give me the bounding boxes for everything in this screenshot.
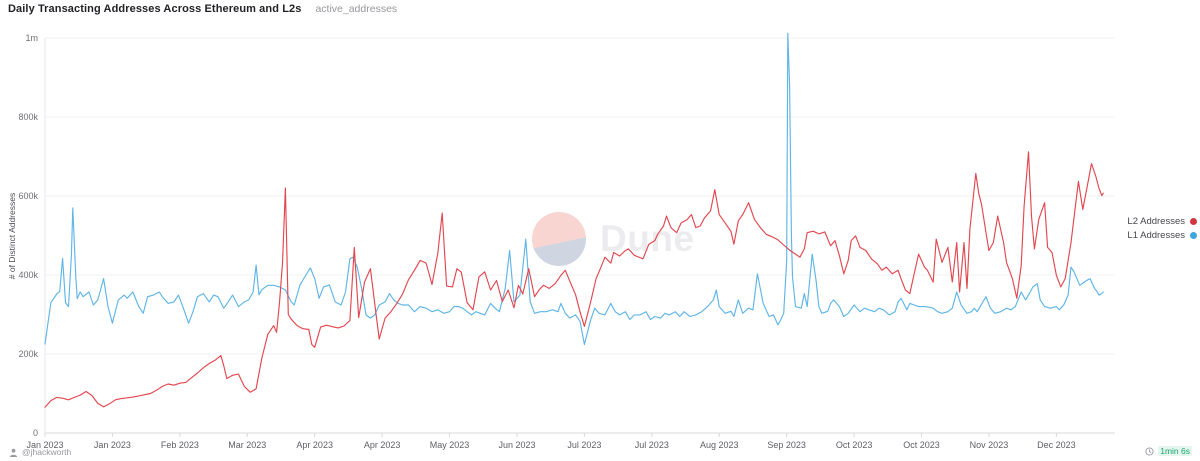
x-tick-label: Apr 2023 (296, 440, 333, 450)
series-line-l2-addresses (44, 151, 1104, 408)
y-tick-label: 200k (18, 349, 38, 359)
x-tick-label: Jan 2023 (94, 440, 131, 450)
x-tick-label: Jul 2023 (567, 440, 601, 450)
clock-icon (1145, 446, 1154, 456)
y-axis-title: # of Distinct Addresses (7, 193, 17, 279)
x-tick-label: Sep 2023 (767, 440, 806, 450)
x-tick-label: Jul 2023 (635, 440, 669, 450)
x-tick-label: Mar 2023 (228, 440, 266, 450)
x-tick-label: Nov 2023 (970, 440, 1009, 450)
author-handle: @jhackworth (22, 447, 72, 457)
x-tick-label: Feb 2023 (161, 440, 199, 450)
x-tick-label: Dec 2023 (1037, 440, 1076, 450)
author-credit[interactable]: @jhackworth (9, 447, 71, 457)
x-tick-label: May 2023 (430, 440, 470, 450)
y-tick-label: 800k (18, 112, 38, 122)
legend-dot-l1 (1190, 232, 1197, 239)
chart-subtitle: active_addresses (315, 3, 398, 15)
y-tick-label: 400k (18, 270, 38, 280)
runtime-text: 1min 6s (1158, 446, 1192, 456)
y-tick-label: 0 (33, 428, 38, 438)
x-tick-label: Oct 2023 (903, 440, 940, 450)
y-tick-label: 1m (25, 33, 38, 43)
legend-item-l2-addresses[interactable]: L2 Addresses (1127, 216, 1197, 227)
x-tick-label: Jun 2023 (498, 440, 535, 450)
series-line-l1-addresses (44, 32, 1104, 346)
legend-dot-l2 (1190, 218, 1197, 225)
x-tick-label: Apr 2023 (364, 440, 401, 450)
x-tick-label: Oct 2023 (836, 440, 873, 450)
x-tick-label: Aug 2023 (700, 440, 739, 450)
y-tick-label: 600k (18, 191, 38, 201)
person-icon (9, 448, 18, 457)
x-tick-label: Jan 2023 (26, 440, 63, 450)
runtime-badge: 1min 6s (1145, 446, 1192, 456)
chart-title: Daily Transacting Addresses Across Ether… (8, 3, 302, 15)
legend-item-l1-addresses[interactable]: L1 Addresses (1127, 230, 1197, 241)
chart-legend: L2 Addresses L1 Addresses (1127, 216, 1197, 241)
chart-header: Daily Transacting Addresses Across Ether… (8, 3, 397, 15)
legend-label-l2: L2 Addresses (1127, 216, 1185, 227)
legend-label-l1: L1 Addresses (1127, 230, 1185, 241)
